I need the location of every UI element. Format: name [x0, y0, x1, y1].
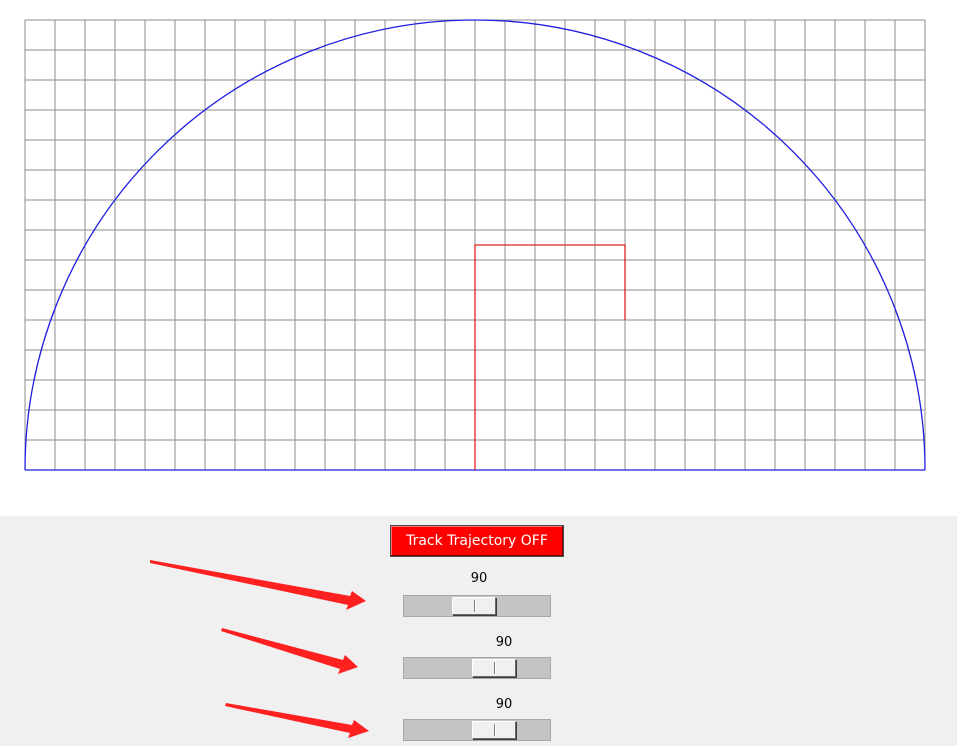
slider-1-thumb[interactable] — [452, 597, 496, 615]
slider-2-thumb[interactable] — [472, 659, 516, 677]
slider-3-value: 90 — [495, 697, 513, 712]
slider-1-value: 90 — [470, 571, 488, 586]
slider-3-thumb[interactable] — [472, 721, 516, 739]
slider-2-grip — [494, 662, 496, 674]
slider-2-trough[interactable] — [403, 657, 551, 679]
control-panel: Track Trajectory OFF 90 90 90 — [0, 516, 957, 746]
slider-3-grip — [494, 724, 496, 736]
trajectory-path — [474, 244, 626, 470]
plot-svg — [24, 19, 926, 471]
slider-3-trough[interactable] — [403, 719, 551, 741]
drawing-canvas — [24, 19, 926, 471]
slider-2-value: 90 — [495, 635, 513, 650]
track-trajectory-button[interactable]: Track Trajectory OFF — [390, 525, 564, 557]
reach-arc — [24, 19, 926, 471]
slider-1-grip — [474, 600, 476, 612]
slider-1-trough[interactable] — [403, 595, 551, 617]
